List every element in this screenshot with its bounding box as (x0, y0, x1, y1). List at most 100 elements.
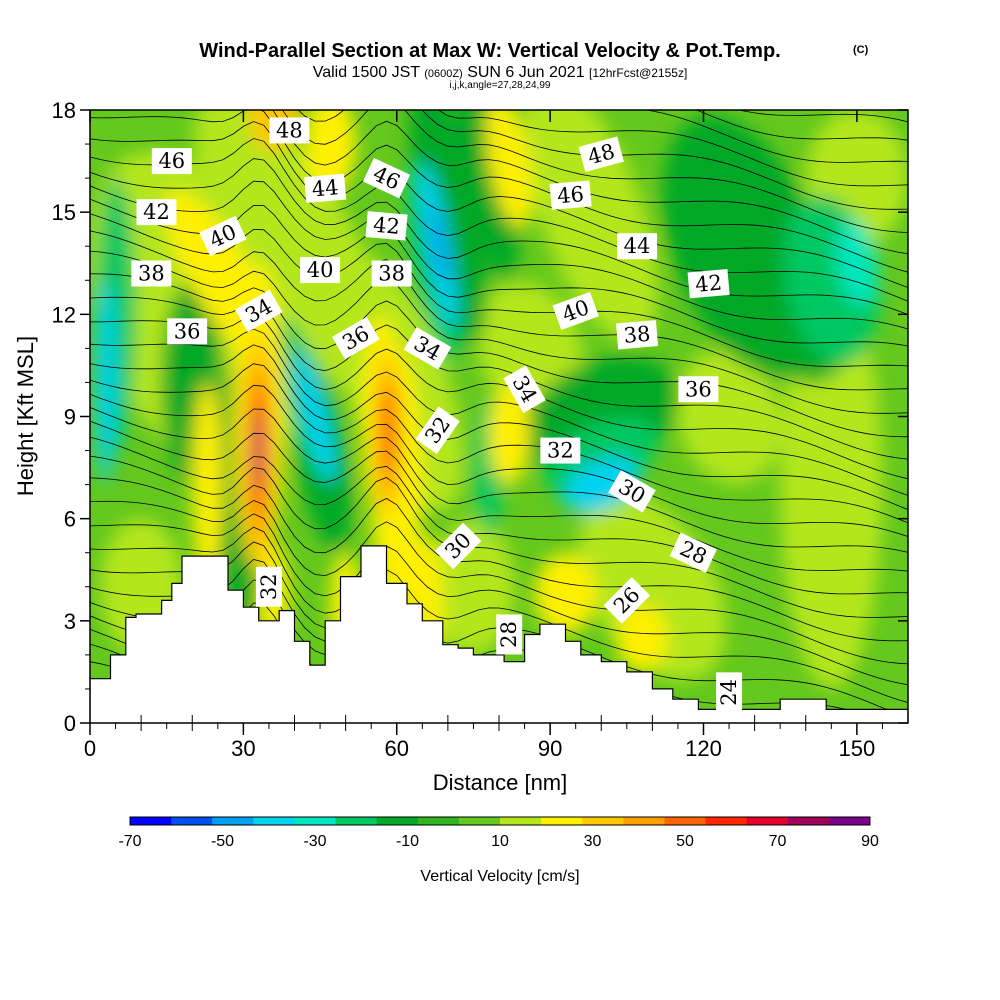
velocity-region (293, 350, 337, 483)
theta-label: 24 (716, 672, 743, 713)
theta-label: 42 (687, 268, 730, 299)
colorbar-swatch (828, 817, 871, 825)
theta-label-box (403, 327, 452, 370)
theta-label-box (199, 215, 247, 257)
y-axis-label: Height [Kft MSL] (13, 336, 38, 496)
theta-label: 36 (167, 318, 208, 345)
theta-contour-line (695, 110, 908, 141)
theta-label-box (540, 437, 581, 464)
colorbar-swatch (500, 817, 542, 825)
theta-label-box (151, 148, 192, 175)
velocity-region (488, 382, 530, 485)
velocity-region (616, 603, 668, 672)
colorbar-frame (129, 816, 871, 826)
theta-label: 32 (540, 437, 581, 464)
colorbar-tick-label: 50 (676, 833, 694, 850)
theta-contour-line (90, 526, 908, 703)
theta-label-text: 36 (685, 377, 712, 401)
theta-contour-line (90, 328, 908, 496)
colorbar-swatch (294, 817, 337, 825)
y-tick-label: 15 (52, 200, 76, 225)
theta-label: 38 (371, 260, 412, 287)
theta-contour-line (90, 250, 908, 414)
y-tick-label: 9 (64, 405, 76, 430)
colorbar-swatch (458, 817, 501, 825)
theta-contour-line (90, 230, 908, 391)
theta-contour-line (297, 110, 908, 210)
theta-label-box (332, 316, 380, 360)
theta-label-box (131, 260, 172, 287)
colorbar-swatch (212, 817, 254, 825)
velocity-region (409, 110, 487, 347)
velocity-region (780, 280, 883, 689)
theta-label: 44 (617, 233, 658, 260)
colorbar-swatch (171, 817, 213, 825)
theta-contour-line (90, 296, 908, 460)
colorbar-swatch (376, 817, 419, 825)
colorbar-label: Vertical Velocity [cm/s] (420, 868, 579, 885)
velocity-region (485, 110, 533, 229)
theta-label: 44 (304, 173, 347, 204)
theta-label-box (617, 233, 658, 260)
colorbar-swatch (623, 817, 665, 825)
colorbar-swatch (253, 817, 295, 825)
colorbar-tick-label: 70 (769, 833, 787, 850)
theta-label-box (304, 173, 347, 204)
theta-contour-line (737, 110, 908, 123)
theta-label-box (549, 180, 592, 210)
velocity-region (95, 280, 116, 485)
theta-label-box (552, 291, 599, 330)
theta-label-box (716, 672, 743, 713)
subtitle-fcst: [12hrFcst@2155z] (589, 66, 687, 80)
theta-contour-line (90, 477, 908, 642)
y-tick-label: 6 (64, 507, 76, 532)
theta-contour-line (282, 110, 908, 233)
theta-label: 40 (300, 257, 341, 284)
chart-subsubtitle: i,j,k,angle=27,28,24,99 (450, 80, 551, 91)
theta-label-box (678, 376, 719, 403)
y-tick-label: 12 (52, 302, 76, 327)
subtitle-valid: Valid 1500 JST (313, 64, 421, 81)
y-tick-label: 3 (64, 609, 76, 634)
theta-label: 32 (255, 566, 282, 607)
theta-label-box (603, 577, 651, 624)
colorbar-swatch (130, 817, 172, 825)
theta-contour-line (90, 513, 908, 686)
theta-contour-line (90, 407, 908, 553)
theta-label-text: 32 (547, 439, 574, 463)
colorbar-swatch (582, 817, 624, 825)
colorbar-swatch (746, 817, 789, 825)
theta-label-box (167, 318, 208, 345)
theta-contour-line (90, 455, 908, 618)
theta-label-box (687, 268, 730, 299)
theta-label-text: 24 (717, 679, 741, 706)
theta-label: 46 (549, 180, 592, 210)
theta-label-box (415, 406, 460, 454)
theta-label-box (269, 117, 310, 144)
colorbar-tick-label: -50 (211, 833, 234, 850)
colorbar: -70 -50 -30 -10 10 30 50 70 90 (118, 816, 879, 850)
theta-contour-line (643, 110, 908, 163)
theta-label: 38 (131, 260, 172, 287)
theta-contour-line (90, 436, 908, 595)
vertical-velocity-field (90, 110, 908, 689)
theta-contour-line (90, 314, 908, 480)
theta-contour-line (90, 110, 908, 273)
theta-label-text: 44 (311, 175, 340, 201)
colorbar-tick-label: 10 (491, 833, 509, 850)
theta-label-text: 44 (624, 234, 651, 258)
theta-label-text: 38 (623, 322, 652, 348)
colorbar-tick-label: -70 (118, 833, 141, 850)
theta-contour-line (90, 158, 908, 315)
theta-contour-line (437, 110, 908, 187)
colorbar-swatch (787, 817, 830, 825)
theta-label-box (234, 289, 283, 333)
colorbar-swatch (541, 817, 583, 825)
colorbar-swatch (705, 817, 748, 825)
theta-contour-line (90, 138, 908, 302)
theta-contour-line (90, 180, 908, 330)
theta-label-text: 42 (143, 200, 170, 224)
